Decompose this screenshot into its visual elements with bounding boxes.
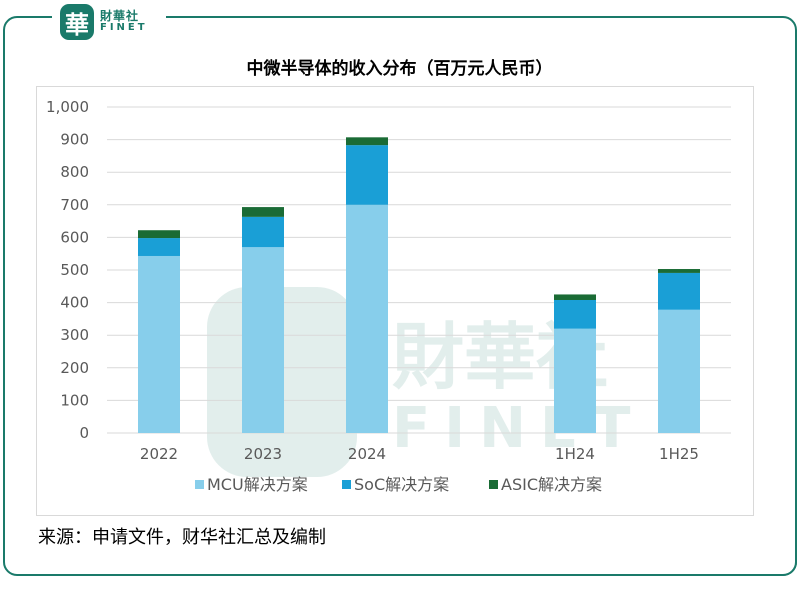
legend-label: ASIC解决方案 — [501, 475, 602, 494]
y-tick-label: 500 — [60, 261, 89, 279]
bar-segment — [658, 272, 700, 310]
stacked-bar-chart: 0 100 200 300 400 500 600 700 800 900 1,000 2022 202… — [46, 98, 731, 494]
y-tick-label: 200 — [60, 359, 89, 377]
legend-label: SoC解决方案 — [354, 475, 449, 494]
bar-segment — [242, 247, 284, 433]
bar-segment — [346, 204, 388, 433]
bar-segment — [554, 299, 596, 329]
x-tick-label: 1H24 — [555, 445, 595, 463]
logo-seal: 華 — [60, 4, 94, 40]
logo-name-en: FINET — [100, 22, 148, 33]
y-tick-label: 1,000 — [46, 98, 89, 116]
bar-segment — [242, 207, 284, 217]
bar-segment — [554, 294, 596, 300]
y-tick-label: 0 — [79, 424, 89, 442]
bar-segment — [138, 238, 180, 256]
bar-segment — [658, 309, 700, 433]
y-tick-label: 700 — [60, 196, 89, 214]
bar-segment — [242, 216, 284, 248]
source-note: 来源：申请文件，财华社汇总及编制 — [38, 527, 326, 548]
legend-label: MCU解决方案 — [207, 475, 308, 494]
y-tick-label: 300 — [60, 326, 89, 344]
y-tick-label: 400 — [60, 294, 89, 312]
x-tick-label: 2024 — [348, 445, 386, 463]
logo-text: 財華社 FINET — [100, 10, 148, 34]
legend-swatch — [489, 480, 498, 489]
y-tick-label: 800 — [60, 163, 89, 181]
chart-area: 財華社 FINET 0 100 200 300 400 500 600 700 800 900 1,… — [36, 86, 754, 516]
bar-segment — [346, 145, 388, 205]
legend-swatch — [195, 480, 204, 489]
x-tick-label: 2023 — [244, 445, 282, 463]
bar-segment — [138, 230, 180, 239]
bar-segment — [658, 269, 700, 273]
bar-segment — [346, 137, 388, 146]
x-tick-label: 1H25 — [659, 445, 699, 463]
x-tick-label: 2022 — [140, 445, 178, 463]
bar-segment — [554, 328, 596, 433]
y-tick-label: 900 — [60, 131, 89, 149]
logo-name-cn: 財華社 — [100, 9, 140, 23]
y-tick-label: 600 — [60, 228, 89, 246]
finet-logo: 華 財華社 FINET — [52, 2, 166, 42]
y-tick-label: 100 — [60, 391, 89, 409]
bar-segment — [138, 255, 180, 433]
legend-swatch — [342, 480, 351, 489]
chart-title: 中微半导体的收入分布（百万元人民币） — [246, 59, 553, 79]
